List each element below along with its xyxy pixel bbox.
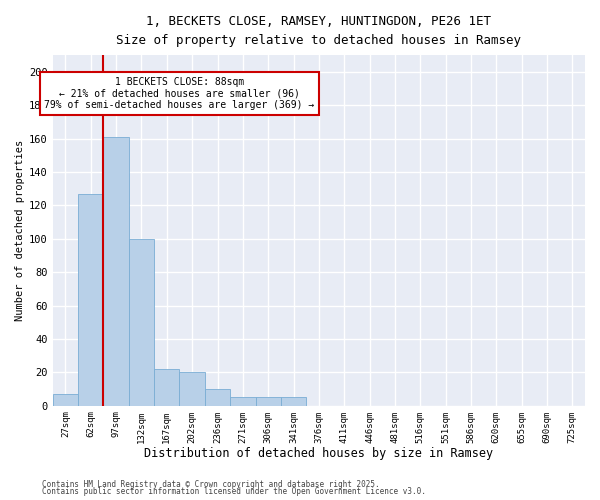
Bar (53, 394, 78, 406)
Bar (230, 398, 256, 406)
Text: 1 BECKETS CLOSE: 88sqm
← 21% of detached houses are smaller (96)
79% of semi-det: 1 BECKETS CLOSE: 88sqm ← 21% of detached… (44, 77, 314, 110)
Bar (281, 398, 306, 406)
X-axis label: Distribution of detached houses by size in Ramsey: Distribution of detached houses by size … (145, 447, 493, 460)
Y-axis label: Number of detached properties: Number of detached properties (15, 140, 25, 321)
Bar (179, 372, 205, 406)
Bar (78, 194, 103, 406)
Text: Contains public sector information licensed under the Open Government Licence v3: Contains public sector information licen… (42, 487, 426, 496)
Bar (129, 239, 154, 406)
Bar (103, 137, 129, 406)
Bar (205, 389, 230, 406)
Text: Contains HM Land Registry data © Crown copyright and database right 2025.: Contains HM Land Registry data © Crown c… (42, 480, 380, 489)
Title: 1, BECKETS CLOSE, RAMSEY, HUNTINGDON, PE26 1ET
Size of property relative to deta: 1, BECKETS CLOSE, RAMSEY, HUNTINGDON, PE… (116, 15, 521, 47)
Bar (256, 398, 281, 406)
Bar (154, 369, 179, 406)
